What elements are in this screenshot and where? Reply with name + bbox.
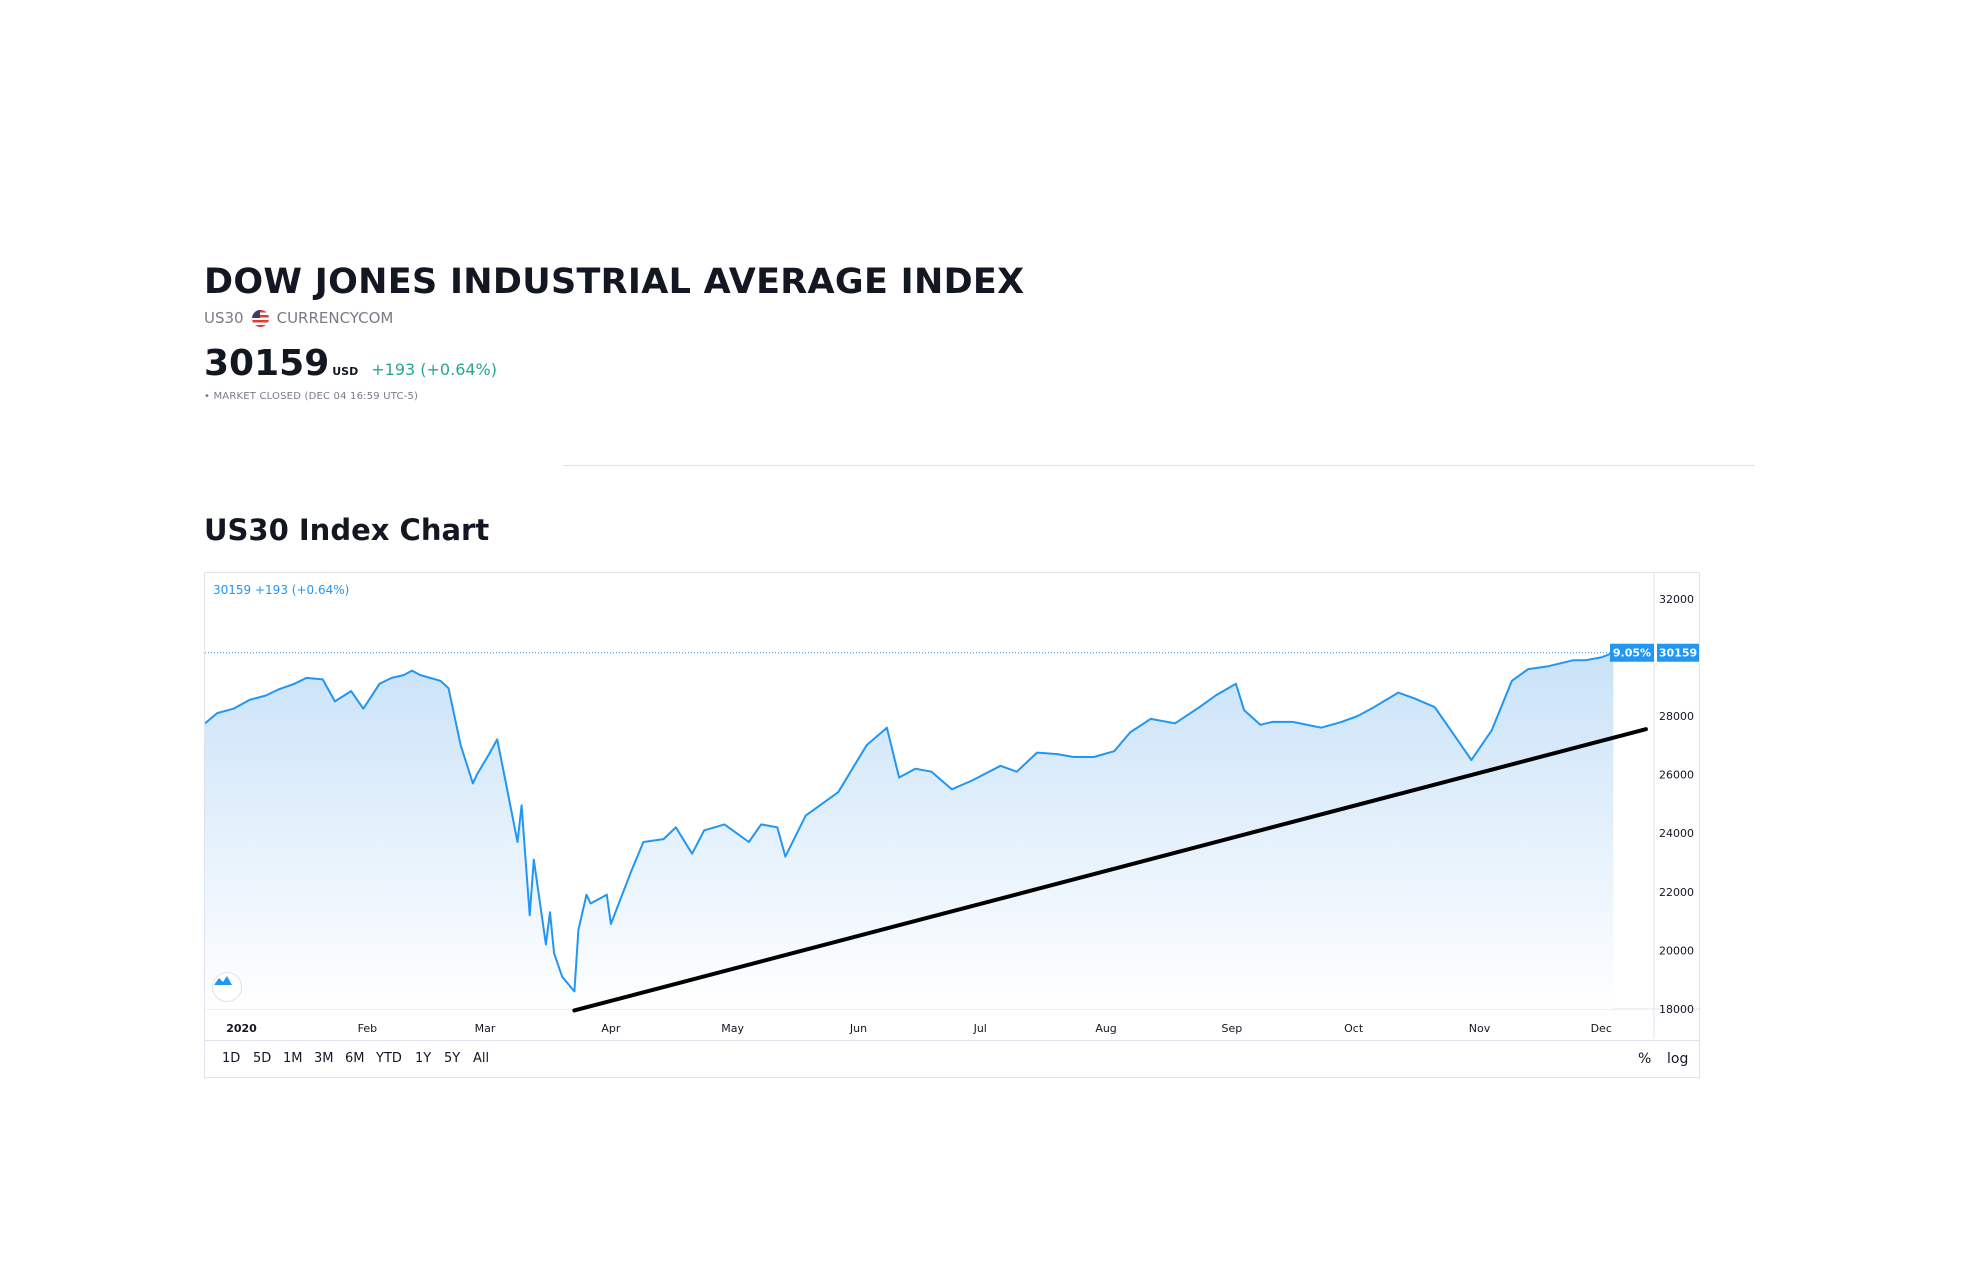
exchange-name[interactable]: CURRENCYCOM bbox=[276, 309, 394, 327]
y-tick-label: 18000 bbox=[1659, 1003, 1694, 1016]
symbol-line: US30 CURRENCYCOM bbox=[204, 309, 393, 327]
series-area bbox=[205, 652, 1614, 1009]
price-change: +193 (+0.64%) bbox=[371, 360, 497, 379]
chart-widget[interactable]: 18000 20000 22000 24000 26000 28000 32000 2020… bbox=[204, 572, 1701, 1079]
x-tick-label: Sep bbox=[1222, 1022, 1243, 1035]
chart-svg[interactable]: 18000 20000 22000 24000 26000 28000 32000 2020… bbox=[205, 573, 1701, 1079]
percent-scale-button[interactable]: % bbox=[1638, 1051, 1652, 1067]
chart-toolbar: 1D 5D 1M 3M 6M YTD 1Y 5Y All % log bbox=[205, 1040, 1699, 1078]
divider bbox=[563, 465, 1755, 466]
x-tick-label: May bbox=[721, 1022, 744, 1035]
y-tick-label: 20000 bbox=[1659, 944, 1694, 957]
last-price: 30159 bbox=[204, 343, 330, 384]
x-tick-label: Aug bbox=[1095, 1022, 1116, 1035]
price-row: 30159 USD +193 (+0.64%) bbox=[204, 343, 497, 384]
last-percent-label: 9.05% bbox=[1613, 647, 1651, 660]
currency: USD bbox=[332, 365, 359, 378]
x-tick-label: Jul bbox=[973, 1022, 987, 1035]
us-flag-icon bbox=[251, 309, 269, 327]
market-status: • MARKET CLOSED (DEC 04 16:59 UTC-5) bbox=[204, 391, 419, 402]
tradingview-logo-icon[interactable] bbox=[212, 972, 242, 1002]
y-tick-label: 26000 bbox=[1659, 769, 1694, 782]
y-tick-label: 28000 bbox=[1659, 710, 1694, 723]
x-tick-label: Oct bbox=[1344, 1022, 1364, 1035]
last-percent-badge bbox=[1610, 643, 1654, 662]
range-button-1m[interactable]: 1M bbox=[283, 1051, 303, 1066]
range-button-1d[interactable]: 1D bbox=[222, 1051, 241, 1066]
range-button-5y[interactable]: 5Y bbox=[444, 1051, 461, 1066]
page-title: DOW JONES INDUSTRIAL AVERAGE INDEX bbox=[204, 262, 1025, 302]
range-button-5d[interactable]: 5D bbox=[253, 1051, 272, 1066]
range-button-all[interactable]: All bbox=[473, 1051, 490, 1066]
x-tick-label: Jun bbox=[849, 1022, 867, 1035]
y-tick-label: 22000 bbox=[1659, 886, 1694, 899]
symbol: US30 bbox=[204, 309, 244, 327]
range-button-ytd[interactable]: YTD bbox=[376, 1051, 402, 1066]
x-tick-label: Feb bbox=[358, 1022, 377, 1035]
chart-legend: 30159 +193 (+0.64%) bbox=[213, 583, 350, 597]
range-button-6m[interactable]: 6M bbox=[345, 1051, 365, 1066]
x-tick-label: Nov bbox=[1469, 1022, 1491, 1035]
x-tick-label: Mar bbox=[475, 1022, 496, 1035]
last-price-badge bbox=[1657, 643, 1699, 662]
range-button-1y[interactable]: 1Y bbox=[415, 1051, 432, 1066]
series-line bbox=[205, 651, 1614, 993]
x-tick-label: Apr bbox=[601, 1022, 621, 1035]
chart-section-title: US30 Index Chart bbox=[204, 513, 490, 547]
x-tick-label: 2020 bbox=[226, 1022, 257, 1035]
last-price-axis-label: 30159 bbox=[1659, 647, 1697, 660]
y-tick-label: 32000 bbox=[1659, 593, 1694, 606]
x-tick-label: Dec bbox=[1591, 1022, 1612, 1035]
range-button-3m[interactable]: 3M bbox=[314, 1051, 334, 1066]
y-tick-label: 24000 bbox=[1659, 827, 1694, 840]
trendline bbox=[572, 727, 1648, 1013]
log-scale-button[interactable]: log bbox=[1667, 1051, 1689, 1067]
